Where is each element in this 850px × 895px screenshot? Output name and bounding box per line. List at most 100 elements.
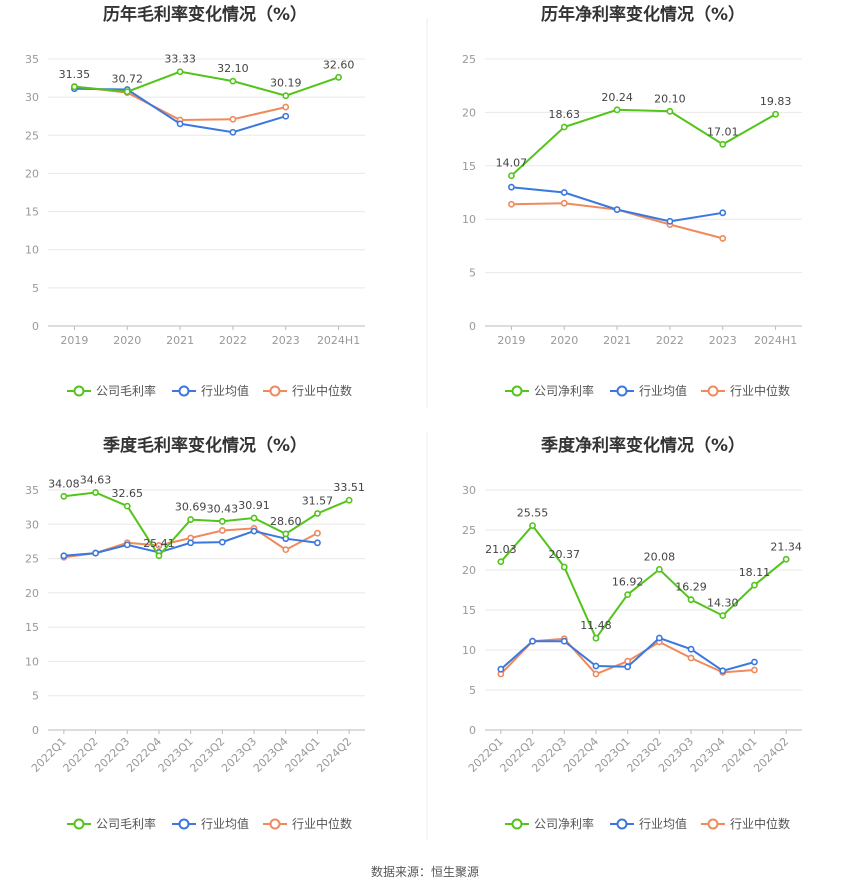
data-point [71, 83, 78, 91]
series-line-1 [63, 491, 350, 558]
y-tick-label: 5 [469, 684, 476, 697]
data-label: 30.72 [112, 73, 144, 86]
data-label: 33.33 [164, 53, 196, 66]
y-tick-label: 10 [25, 244, 39, 257]
series-line-3 [74, 85, 287, 122]
legend-item: 行业均值 [201, 816, 249, 831]
legend-marker [73, 818, 85, 830]
chart-title: 季度净利率变化情况（%） [541, 435, 745, 456]
legend-marker [269, 385, 281, 397]
data-point [624, 591, 632, 599]
data-point [529, 637, 536, 645]
y-tick-label: 30 [25, 91, 39, 104]
y-tick-label: 20 [462, 106, 476, 119]
data-label: 33.51 [333, 481, 365, 494]
y-tick-label: 15 [25, 206, 39, 219]
data-label: 32.65 [112, 487, 144, 500]
data-point [335, 73, 342, 81]
data-label: 20.08 [644, 550, 676, 563]
data-label: 20.37 [549, 548, 581, 561]
data-label: 21.34 [770, 540, 802, 553]
data-point [508, 200, 515, 208]
y-tick-label: 25 [462, 53, 476, 66]
data-label: 21.03 [485, 543, 517, 556]
chart-panel-4: 季度净利率变化情况（%）0510152025302022Q12022Q22022… [462, 435, 802, 831]
legend-item: 行业中位数 [292, 383, 352, 398]
data-point [782, 555, 790, 563]
legend-item: 公司净利率 [534, 383, 594, 398]
y-tick-label: 20 [25, 587, 39, 600]
data-label: 18.63 [549, 108, 581, 121]
data-point [592, 662, 600, 670]
source-text: 数据来源：恒生聚源 [371, 864, 479, 879]
data-point [92, 489, 99, 496]
legend-marker [178, 818, 190, 830]
data-label: 14.07 [496, 157, 528, 170]
data-point [497, 665, 505, 673]
data-point [666, 217, 674, 225]
data-point [314, 529, 321, 537]
data-point [560, 637, 568, 645]
data-label: 11.48 [580, 619, 612, 632]
data-point [282, 546, 290, 554]
x-tick-label: 2023 [709, 334, 737, 347]
y-tick-label: 15 [462, 604, 476, 617]
chart-panel-3: 季度毛利率变化情况（%）051015202530352022Q12022Q220… [25, 435, 365, 831]
series-line-1 [500, 524, 787, 641]
y-tick-label: 25 [25, 553, 39, 566]
chart-panel-1: 历年毛利率变化情况（%） 0 5 10 15 20 25 30 35 2019 2020 2021 20… [25, 4, 365, 398]
y-tick-label: 30 [462, 484, 476, 497]
data-point [624, 657, 632, 665]
y-tick-label: 20 [462, 564, 476, 577]
x-tick-label: 2022 [656, 334, 684, 347]
x-tick-label: 2021 [166, 334, 194, 347]
legend-item: 公司净利率 [534, 816, 594, 831]
data-point [155, 542, 163, 549]
legend-marker [616, 818, 628, 830]
data-point [176, 120, 184, 128]
x-tick-label: 2024Q2 [314, 735, 354, 775]
legend-marker [511, 818, 523, 830]
data-label: 16.92 [612, 576, 644, 589]
data-point [155, 552, 163, 560]
data-point [250, 527, 258, 535]
y-tick-label: 10 [462, 213, 476, 226]
data-point [772, 110, 779, 118]
data-point [497, 558, 505, 566]
chart-title: 历年毛利率变化情况（%） [103, 4, 307, 25]
y-tick-label: 20 [25, 167, 39, 180]
y-tick-label: 0 [469, 724, 476, 737]
y-tick-label: 5 [32, 282, 39, 295]
data-point [687, 645, 695, 653]
y-tick-label: 15 [25, 621, 39, 634]
y-tick-label: 15 [462, 160, 476, 173]
chart-panel-2: 历年净利率变化情况（%） 0 5 10 15 20 25 2019 2020 2021 2022 20… [462, 4, 802, 398]
data-point [229, 77, 237, 85]
data-point [123, 88, 131, 96]
x-tick-label: 2023 [272, 334, 300, 347]
data-point [687, 654, 695, 662]
data-label: 30.43 [207, 502, 239, 515]
y-tick-label: 10 [25, 655, 39, 668]
data-point [719, 612, 727, 619]
data-label: 17.01 [707, 125, 739, 138]
legend-item: 行业中位数 [730, 816, 790, 831]
legend-marker [707, 818, 719, 830]
data-point [229, 128, 237, 136]
x-tick-label: 2024H1 [754, 334, 797, 347]
data-label: 30.69 [175, 501, 207, 514]
data-point [655, 565, 663, 573]
data-point [719, 667, 727, 675]
y-tick-label: 30 [25, 518, 39, 531]
data-label: 28.60 [270, 515, 302, 528]
x-tick-label: 2019 [60, 334, 88, 347]
x-tick-label: 2024H1 [317, 334, 360, 347]
legend-item: 行业均值 [639, 383, 687, 398]
legend-marker [707, 385, 719, 397]
y-tick-label: 35 [25, 53, 39, 66]
y-tick-label: 25 [462, 524, 476, 537]
legend-marker [511, 385, 523, 397]
legend-item: 公司毛利率 [96, 383, 156, 398]
data-point [751, 658, 758, 666]
data-point [560, 123, 568, 131]
